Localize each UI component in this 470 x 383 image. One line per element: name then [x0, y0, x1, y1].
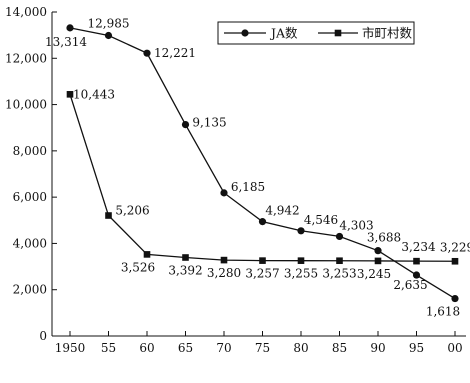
- ja-count-data-label: 12,221: [154, 46, 196, 60]
- legend-label-ja: JA数: [269, 26, 298, 41]
- municipality-count-data-label: 3,229: [440, 240, 470, 254]
- x-tick-label: 80: [293, 341, 308, 355]
- x-tick-label: 60: [139, 341, 154, 355]
- y-tick-label: 0: [39, 329, 47, 343]
- municipality-count-data-label: 3,280: [207, 266, 241, 280]
- y-tick-label: 6,000: [13, 190, 47, 204]
- municipality-count-data-label: 3,392: [168, 263, 202, 277]
- municipality-count-data-label: 3,257: [245, 267, 279, 281]
- ja-count-point: [104, 31, 113, 40]
- municipality-count-point: [220, 256, 228, 264]
- municipality-count-data-label: 10,443: [73, 87, 115, 101]
- x-tick-label: 95: [409, 341, 424, 355]
- ja-count-point: [374, 247, 382, 255]
- municipality-count-point: [413, 257, 420, 265]
- x-tick-label: 85: [332, 341, 347, 355]
- municipality-count-point: [105, 212, 112, 219]
- municipality-count-point: [259, 257, 266, 264]
- municipality-count-data-label: 3,253: [322, 267, 356, 281]
- municipality-count-point: [143, 251, 151, 258]
- y-tick-label: 8,000: [13, 144, 47, 158]
- ja-count-point: [220, 189, 228, 197]
- x-tick-label: 65: [178, 341, 193, 355]
- legend-marker-square: [334, 29, 342, 37]
- ja-count-data-label: 4,546: [304, 213, 338, 227]
- ja-count-data-label: 13,314: [45, 35, 87, 49]
- y-tick-label: 12,000: [5, 51, 47, 65]
- ja-count-point: [258, 218, 267, 226]
- ja-count-point: [335, 232, 344, 241]
- ja-count-point: [412, 271, 421, 279]
- ja-count-data-label: 3,688: [367, 231, 401, 245]
- ja-count-data-label: 4,303: [339, 218, 373, 232]
- municipality-count-data-label: 5,206: [115, 204, 149, 218]
- ja-count-point: [66, 24, 74, 32]
- x-tick-label: 75: [255, 341, 270, 355]
- x-tick-label: 1950: [55, 341, 86, 355]
- x-tick-label: 00: [447, 341, 462, 355]
- x-tick-label: 90: [370, 341, 385, 355]
- y-tick-label: 2,000: [13, 283, 47, 297]
- municipality-count-point: [374, 257, 382, 265]
- municipality-count-point: [451, 257, 459, 265]
- municipality-count-data-label: 3,245: [357, 267, 391, 281]
- legend: JA数 市町村数: [217, 21, 415, 45]
- ja-count-point: [143, 49, 151, 57]
- x-tick-label: 70: [216, 341, 231, 355]
- ja-count-data-label: 4,942: [265, 204, 299, 218]
- ja-count-point: [181, 120, 190, 129]
- municipality-count-data-label: 3,234: [401, 240, 436, 254]
- ja-count-data-label: 9,135: [192, 116, 226, 130]
- municipality-count-data-label: 3,526: [121, 260, 155, 274]
- legend-box: [217, 21, 415, 45]
- axes: 0 2,000 4,000 6,000 8,000 10,000 12,000 14,000 1…: [5, 5, 466, 355]
- ja-count-point: [297, 227, 305, 235]
- municipality-count-point: [297, 257, 305, 264]
- y-tick-label: 10,000: [5, 98, 47, 112]
- ja-count-data-label: 12,985: [88, 16, 130, 30]
- legend-marker-circle: [241, 29, 249, 37]
- legend-label-municipality: 市町村数: [362, 26, 413, 41]
- ja-count-data-label: 2,635: [393, 278, 427, 292]
- series-markers: [66, 24, 459, 303]
- municipality-count-data-label: 3,255: [284, 267, 318, 281]
- municipality-count-point: [336, 257, 343, 265]
- ja-count-point: [451, 294, 459, 303]
- municipality-count-point: [182, 254, 189, 261]
- y-tick-label: 14,000: [5, 5, 47, 19]
- y-tick-label: 4,000: [13, 236, 47, 250]
- ja-count-data-label: 1,618: [426, 305, 460, 319]
- x-tick-label: 55: [101, 341, 116, 355]
- municipality-count-point: [66, 91, 74, 98]
- ja-count-data-label: 6,185: [231, 180, 265, 194]
